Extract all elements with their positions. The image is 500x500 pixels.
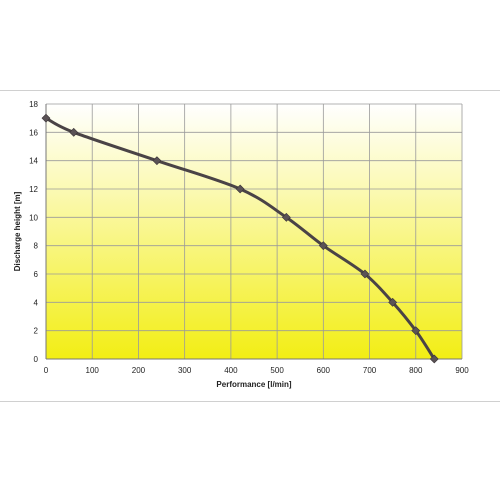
x-axis-title: Performance [l/min] xyxy=(216,380,291,389)
x-tick-label: 600 xyxy=(317,366,331,375)
y-tick-label: 2 xyxy=(34,327,39,336)
data-point xyxy=(152,156,162,166)
x-tick-label: 500 xyxy=(270,366,284,375)
top-divider xyxy=(0,90,500,91)
data-point xyxy=(41,113,51,123)
data-point xyxy=(388,297,398,307)
y-tick-label: 6 xyxy=(34,270,39,279)
data-point xyxy=(429,354,439,364)
y-tick-label: 14 xyxy=(29,157,38,166)
data-points xyxy=(41,113,439,364)
y-axis-title: Discharge height [m] xyxy=(13,191,22,271)
series-line-group xyxy=(45,116,436,360)
x-tick-label: 200 xyxy=(132,366,146,375)
series-line xyxy=(45,116,436,360)
x-tick-labels: 0 100 200 300 400 500 600 700 800 900 xyxy=(44,366,469,375)
axes xyxy=(45,104,462,360)
data-point xyxy=(360,269,370,279)
x-tick-label: 0 xyxy=(44,366,49,375)
y-tick-label: 12 xyxy=(29,185,38,194)
data-point xyxy=(318,241,328,251)
x-tick-label: 400 xyxy=(224,366,238,375)
plot-area xyxy=(46,104,462,359)
bottom-divider xyxy=(0,401,500,402)
x-tick-label: 700 xyxy=(363,366,377,375)
data-point xyxy=(411,326,421,336)
data-point xyxy=(281,212,291,222)
data-point xyxy=(69,127,79,137)
y-tick-label: 4 xyxy=(34,298,39,307)
x-tick-label: 100 xyxy=(86,366,100,375)
y-tick-label: 10 xyxy=(29,213,38,222)
y-tick-label: 8 xyxy=(34,242,39,251)
y-tick-label: 16 xyxy=(29,128,38,137)
data-point xyxy=(235,184,245,194)
x-tick-label: 300 xyxy=(178,366,192,375)
y-tick-label: 18 xyxy=(29,100,38,109)
x-tick-label: 800 xyxy=(409,366,423,375)
y-tick-labels: 0 2 4 6 8 10 12 14 16 18 xyxy=(29,100,38,364)
x-tick-label: 900 xyxy=(455,366,469,375)
y-tick-label: 0 xyxy=(34,355,39,364)
